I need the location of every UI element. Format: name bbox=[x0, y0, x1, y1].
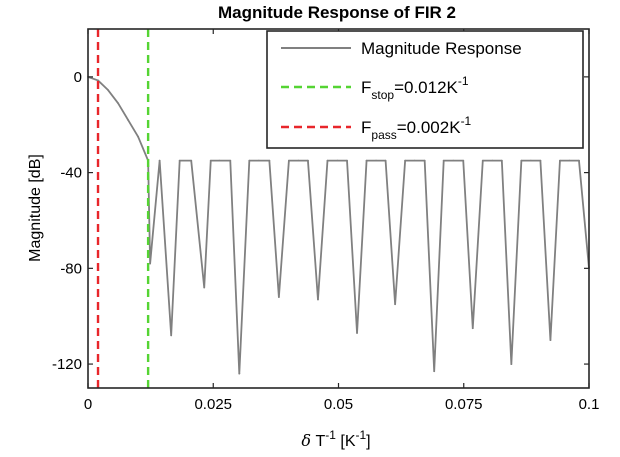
magnitude-response-point bbox=[277, 296, 280, 298]
fstop-exp: -1 bbox=[458, 74, 469, 88]
fpass-main: F bbox=[361, 118, 371, 137]
y-tick-label: 0 bbox=[74, 69, 82, 86]
magnitude-response-point bbox=[394, 303, 397, 306]
magnitude-response-point bbox=[549, 339, 552, 342]
legend-label-fpass: Fpass=0.002K-1 bbox=[361, 114, 472, 142]
magnitude-response-point bbox=[423, 159, 426, 162]
magnitude-response-point bbox=[529, 159, 532, 162]
chart-title: Magnitude Response of FIR 2 bbox=[218, 3, 456, 22]
magnitude-response-point bbox=[471, 327, 474, 330]
x-tick-label: 0.1 bbox=[579, 396, 600, 413]
magnitude-response-point bbox=[375, 159, 377, 162]
legend: Magnitude Response Fstop=0.012K-1 Fpass=… bbox=[266, 30, 584, 149]
magnitude-response-point bbox=[137, 135, 140, 138]
fstop-main: F bbox=[361, 78, 371, 97]
magnitude-response-point bbox=[578, 159, 580, 162]
magnitude-response-point bbox=[365, 159, 368, 162]
fstop-value: =0.012K bbox=[394, 78, 458, 97]
x-tick-label: 0.075 bbox=[445, 396, 483, 413]
fpass-sub: pass bbox=[371, 128, 396, 142]
fstop-sub: stop bbox=[371, 88, 394, 102]
magnitude-response-point bbox=[248, 159, 251, 162]
magnitude-response-point bbox=[326, 159, 329, 162]
magnitude-response-point bbox=[336, 159, 339, 162]
x-label-unit-open: [K bbox=[340, 433, 355, 450]
magnitude-response-point bbox=[346, 159, 348, 162]
magnitude-response-point bbox=[158, 159, 161, 162]
magnitude-response-point bbox=[117, 102, 119, 105]
x-label-symbol: δ bbox=[301, 431, 311, 450]
magnitude-response-point bbox=[190, 159, 193, 162]
y-tick-label: -120 bbox=[52, 356, 82, 373]
magnitude-response-point bbox=[404, 159, 407, 162]
magnitude-response-point bbox=[520, 159, 523, 162]
x-label-unit-close: ] bbox=[366, 433, 370, 450]
magnitude-response-point bbox=[127, 119, 129, 121]
magnitude-response-point bbox=[107, 89, 109, 91]
magnitude-response-point bbox=[481, 159, 484, 162]
x-label-unit-exp: -1 bbox=[356, 428, 367, 442]
magnitude-response-point bbox=[317, 298, 319, 301]
fpass-exp: -1 bbox=[461, 114, 472, 128]
x-label-base-exp: -1 bbox=[325, 428, 336, 442]
magnitude-response-point bbox=[462, 159, 465, 162]
magnitude-response-point bbox=[238, 372, 241, 375]
legend-label-magnitude: Magnitude Response bbox=[361, 39, 522, 58]
magnitude-response-point bbox=[510, 363, 513, 365]
magnitude-response-point bbox=[218, 159, 221, 162]
y-tick-label: -80 bbox=[60, 260, 82, 277]
magnitude-response-point bbox=[452, 159, 455, 162]
magnitude-response-point bbox=[384, 159, 387, 162]
y-tick-label: -40 bbox=[60, 165, 82, 182]
legend-label-fstop: Fstop=0.012K-1 bbox=[361, 74, 469, 102]
magnitude-response-point bbox=[539, 159, 542, 162]
magnitude-response-point bbox=[568, 159, 571, 162]
magnitude-response-point bbox=[170, 334, 173, 337]
magnitude-response-point bbox=[97, 79, 99, 82]
y-axis-label: Magnitude [dB] bbox=[27, 154, 44, 262]
magnitude-response-point bbox=[178, 159, 181, 162]
x-label-base: T bbox=[315, 433, 325, 450]
magnitude-response-point bbox=[433, 370, 436, 373]
magnitude-response-point bbox=[297, 159, 300, 162]
magnitude-response-point bbox=[307, 159, 309, 162]
magnitude-response-point bbox=[149, 262, 152, 265]
magnitude-response-point bbox=[500, 159, 503, 162]
magnitude-response-point bbox=[229, 159, 232, 162]
x-tick-label: 0.025 bbox=[194, 396, 232, 413]
magnitude-response-point bbox=[559, 159, 561, 162]
fpass-value: =0.002K bbox=[397, 118, 461, 137]
magnitude-response-point bbox=[268, 159, 271, 162]
x-tick-label: 0 bbox=[84, 396, 92, 413]
magnitude-response-point bbox=[203, 286, 206, 289]
legend-box bbox=[266, 30, 584, 149]
x-axis-label: δ T-1 [K-1] bbox=[301, 428, 370, 450]
x-tick-label: 0.05 bbox=[324, 396, 353, 413]
magnitude-response-point bbox=[209, 159, 212, 162]
magnitude-response-point bbox=[257, 159, 260, 162]
magnitude-response-point bbox=[288, 159, 290, 162]
magnitude-response-point bbox=[356, 332, 358, 334]
magnitude-response-point bbox=[491, 159, 494, 162]
magnitude-response-point bbox=[413, 159, 416, 162]
magnitude-response-point bbox=[442, 159, 445, 162]
